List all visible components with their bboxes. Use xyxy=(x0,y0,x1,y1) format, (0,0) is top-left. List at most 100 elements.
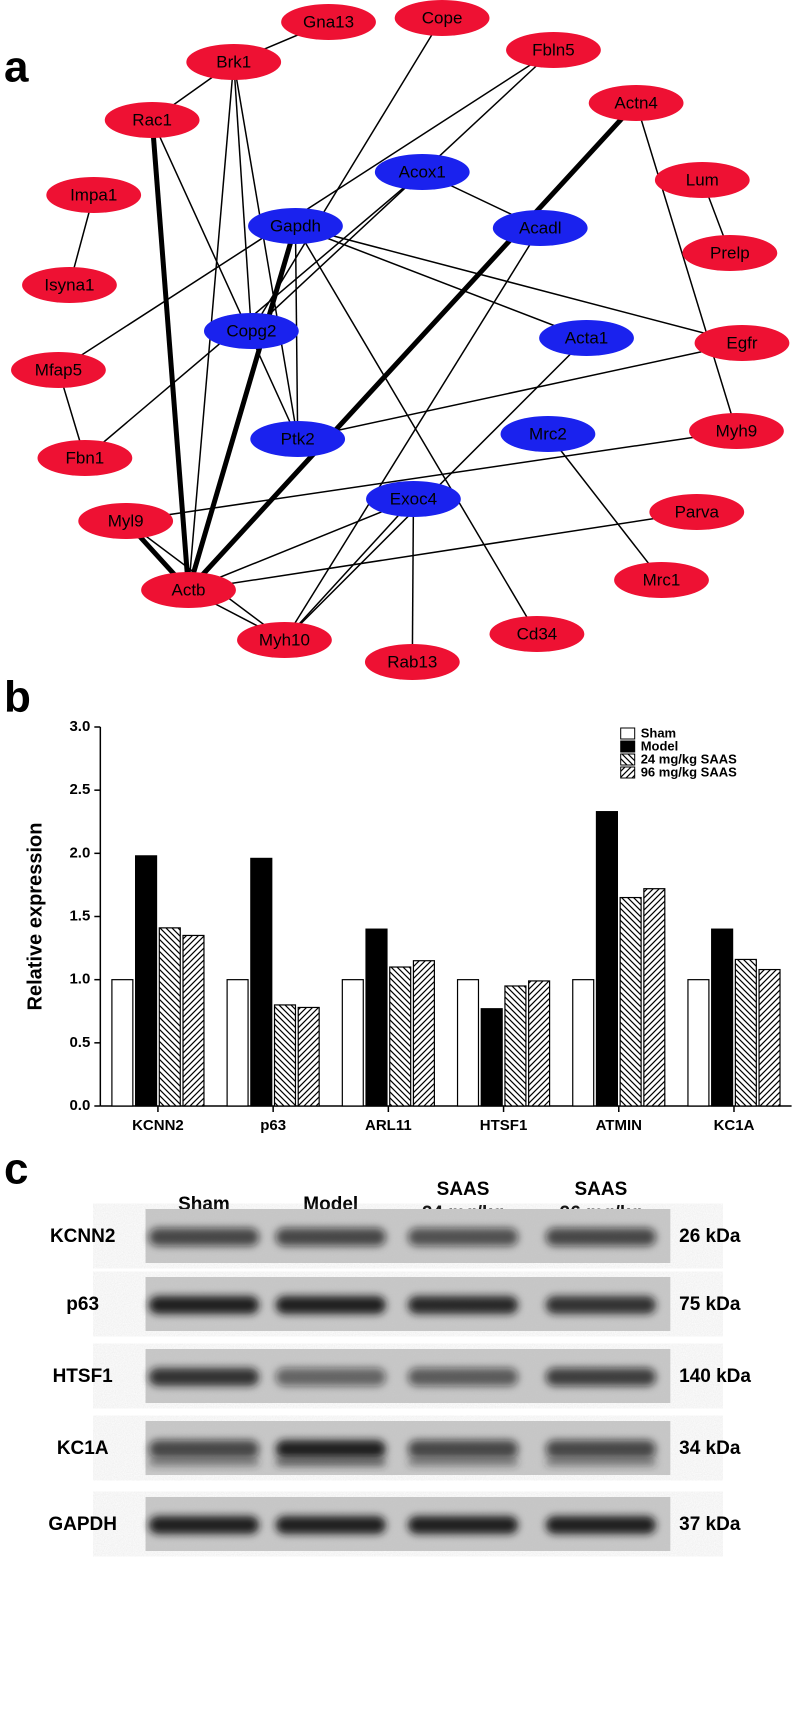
row-label: KC1A xyxy=(57,1438,109,1459)
panel-label: a xyxy=(4,43,29,92)
panel-label: b xyxy=(4,673,31,722)
node-label: Copg2 xyxy=(226,321,276,340)
band xyxy=(407,1296,519,1314)
node xyxy=(22,267,117,303)
node xyxy=(203,313,299,349)
x-tick-label: KCNN2 xyxy=(132,1117,184,1134)
node xyxy=(46,177,142,213)
bar xyxy=(595,811,618,1107)
edge xyxy=(149,119,192,591)
node xyxy=(366,481,461,517)
bar xyxy=(504,985,527,1107)
band xyxy=(148,1516,260,1534)
row-label: HTSF1 xyxy=(53,1366,114,1387)
node xyxy=(682,235,778,271)
bar xyxy=(226,979,249,1107)
bar xyxy=(456,979,480,1107)
node-label: Myh10 xyxy=(259,630,310,649)
x-tick-label: KC1A xyxy=(714,1117,755,1134)
x-tick-label: p63 xyxy=(260,1117,286,1134)
edge xyxy=(294,225,538,635)
bar xyxy=(687,979,710,1107)
legend-swatch xyxy=(620,753,636,766)
bar xyxy=(135,855,158,1107)
bar xyxy=(711,928,734,1107)
node-label: Acadl xyxy=(519,218,562,237)
band xyxy=(407,1368,519,1386)
node xyxy=(492,210,588,246)
edge xyxy=(547,433,663,581)
bar xyxy=(572,979,595,1107)
y-tick-label: 0.0 xyxy=(69,1097,90,1114)
y-tick-label: 3.0 xyxy=(69,718,90,735)
node xyxy=(649,494,745,530)
edge xyxy=(151,119,299,440)
column-header: SAAS xyxy=(437,1179,490,1200)
node-label: Myh9 xyxy=(716,421,758,440)
node-label: Fbn1 xyxy=(66,448,105,467)
node-label: Brk1 xyxy=(216,52,251,71)
band xyxy=(407,1440,519,1458)
y-tick-label: 2.5 xyxy=(69,781,90,798)
bar xyxy=(412,960,435,1107)
node-label: Exoc4 xyxy=(390,489,437,508)
legend-swatch xyxy=(620,740,636,753)
bar xyxy=(619,896,642,1107)
edge xyxy=(635,102,738,432)
bar xyxy=(480,1008,503,1107)
bar xyxy=(365,928,388,1107)
band xyxy=(148,1228,260,1246)
node xyxy=(614,562,709,598)
node xyxy=(374,154,470,190)
node xyxy=(394,0,490,36)
node xyxy=(588,85,684,121)
row-label: KCNN2 xyxy=(50,1226,115,1247)
edge xyxy=(186,101,638,592)
bar xyxy=(643,888,666,1107)
bar xyxy=(528,980,551,1107)
node-label: Mrc2 xyxy=(529,424,567,443)
legend-label: Sham xyxy=(641,725,676,740)
row-label: GAPDH xyxy=(48,1514,117,1535)
size-label: 37 kDa xyxy=(679,1514,741,1535)
bar xyxy=(273,1004,297,1107)
node xyxy=(248,208,343,244)
size-label: 75 kDa xyxy=(679,1294,741,1315)
column-header: SAAS xyxy=(574,1179,627,1200)
bar xyxy=(758,968,781,1107)
node xyxy=(11,352,106,388)
bar xyxy=(250,857,273,1107)
node-label: Prelp xyxy=(710,243,750,262)
edge xyxy=(186,225,298,591)
node xyxy=(654,162,750,198)
band xyxy=(148,1296,260,1314)
band xyxy=(545,1368,656,1386)
node-label: Gapdh xyxy=(270,216,321,235)
size-label: 34 kDa xyxy=(679,1438,741,1459)
edge xyxy=(188,511,697,591)
band xyxy=(545,1458,656,1466)
node xyxy=(186,44,282,80)
edge xyxy=(297,342,743,440)
node xyxy=(37,440,133,476)
node xyxy=(141,572,236,608)
x-tick-label: ATMIN xyxy=(596,1117,642,1134)
y-tick-label: 1.5 xyxy=(69,907,90,924)
band xyxy=(545,1516,656,1534)
node xyxy=(689,413,784,449)
node xyxy=(104,102,200,138)
y-tick-label: 1.0 xyxy=(69,971,90,988)
node xyxy=(500,416,596,452)
band xyxy=(275,1440,386,1458)
band xyxy=(275,1368,386,1386)
y-tick-label: 2.0 xyxy=(69,844,90,861)
edge xyxy=(188,498,414,591)
node-label: Mrc1 xyxy=(643,570,681,589)
x-tick-label: HTSF1 xyxy=(480,1117,528,1134)
row-label: p63 xyxy=(66,1294,99,1315)
node xyxy=(250,421,346,457)
node-label: Acta1 xyxy=(565,328,608,347)
band xyxy=(545,1296,656,1314)
node xyxy=(237,622,332,658)
